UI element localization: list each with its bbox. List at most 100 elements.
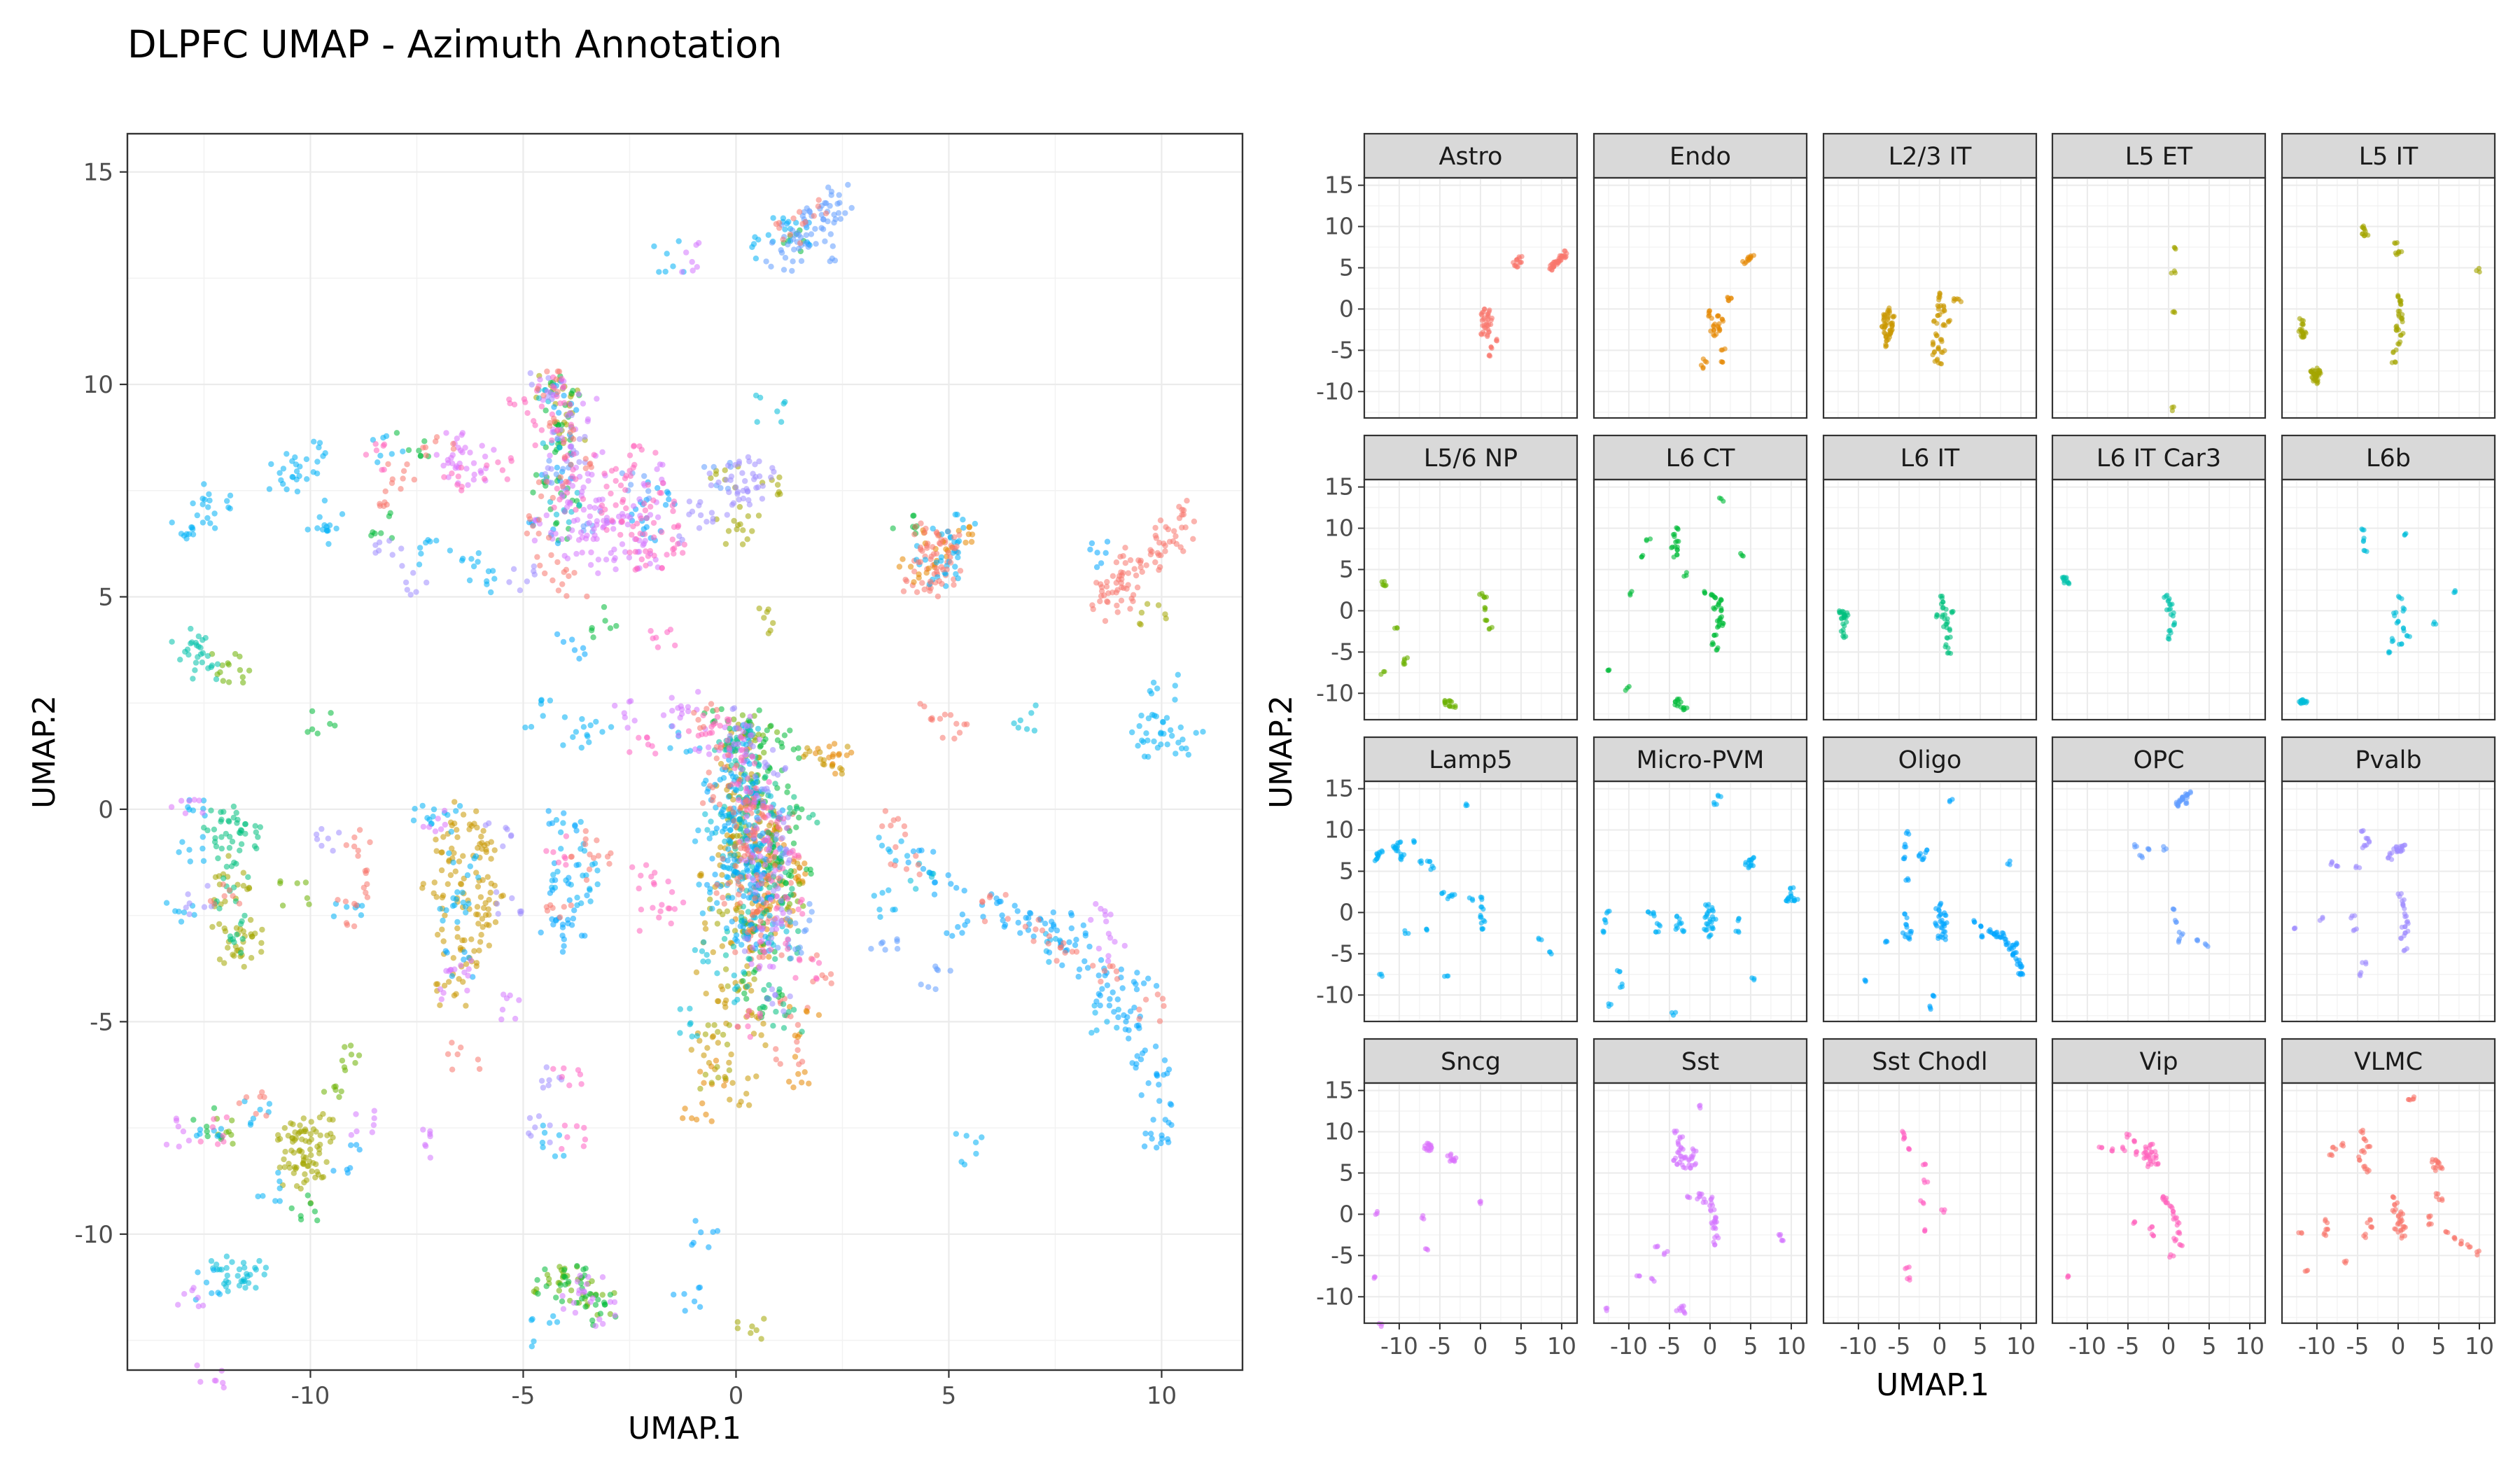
main-point: [1105, 590, 1111, 596]
main-point: [231, 815, 237, 821]
main-point: [569, 636, 575, 642]
main-point: [1088, 917, 1093, 923]
main-point: [731, 810, 736, 816]
main-point: [749, 753, 755, 759]
main-point: [845, 744, 850, 749]
main-point: [410, 570, 416, 575]
main-point: [488, 589, 493, 595]
main-point: [736, 817, 742, 823]
main-point: [209, 924, 215, 930]
main-point: [1054, 928, 1060, 933]
main-point: [676, 238, 682, 244]
main-point: [1200, 729, 1205, 734]
main-point: [706, 751, 712, 757]
main-point: [188, 641, 193, 646]
main-point: [608, 851, 613, 856]
main-point: [895, 946, 900, 951]
main-point: [583, 837, 589, 842]
facet-point: [1745, 256, 1750, 261]
main-point: [1051, 909, 1056, 915]
main-point: [783, 765, 788, 771]
main-point: [595, 1297, 601, 1302]
main-point: [544, 1064, 550, 1070]
main-point: [529, 382, 535, 387]
main-point: [1028, 710, 1034, 715]
main-point: [972, 521, 978, 526]
main-point: [904, 578, 909, 584]
main-point: [1003, 892, 1009, 898]
main-point: [566, 519, 572, 525]
main-point: [704, 519, 709, 524]
main-point: [951, 582, 956, 587]
main-point: [258, 940, 264, 946]
main-point: [736, 725, 741, 731]
main-point: [536, 480, 542, 485]
main-x-axis-title: UMAP.1: [628, 1411, 741, 1446]
main-point: [1114, 1025, 1119, 1031]
main-point: [259, 1089, 265, 1095]
main-point: [241, 870, 246, 876]
main-point: [408, 592, 414, 597]
main-point: [736, 891, 741, 897]
main-point: [476, 948, 482, 954]
main-point: [377, 503, 383, 508]
main-point: [344, 1167, 350, 1173]
main-point: [517, 587, 523, 593]
main-point: [655, 515, 661, 520]
main-point: [715, 1029, 720, 1035]
facet-point: [1450, 892, 1455, 897]
main-point: [491, 576, 497, 582]
main-point: [736, 797, 741, 803]
main-point: [535, 1291, 540, 1297]
facet-y-tick-label: -10: [1316, 377, 1354, 405]
main-point: [239, 919, 244, 924]
main-point: [1082, 958, 1087, 964]
main-point: [559, 376, 564, 382]
main-point: [1096, 972, 1102, 978]
main-point: [973, 1151, 979, 1157]
main-point: [752, 895, 757, 901]
main-point: [535, 386, 540, 391]
main-point: [930, 526, 936, 531]
main-point: [411, 818, 416, 823]
facet-y-tick-label: 10: [1324, 515, 1354, 542]
main-point: [762, 774, 768, 779]
main-point: [448, 872, 454, 878]
main-point: [746, 454, 751, 460]
main-point: [471, 460, 477, 466]
facet-point: [1448, 699, 1452, 704]
main-point: [438, 826, 444, 832]
main-point: [302, 1171, 307, 1177]
main-point: [760, 947, 765, 953]
main-point: [777, 491, 783, 496]
main-point: [768, 947, 774, 952]
main-point: [210, 1124, 216, 1130]
main-point: [220, 881, 226, 887]
main-point: [234, 932, 239, 937]
main-point: [349, 1052, 354, 1057]
main-point: [533, 442, 538, 448]
facet-point: [1562, 255, 1567, 260]
main-point: [467, 449, 472, 455]
main-point: [890, 526, 896, 531]
main-point: [190, 501, 195, 506]
main-point: [590, 634, 596, 640]
main-point: [883, 808, 888, 814]
main-point: [547, 1140, 552, 1145]
main-point: [240, 680, 246, 685]
main-point: [248, 917, 253, 923]
facet-point: [1932, 350, 1937, 355]
main-point: [559, 1293, 565, 1299]
main-point: [785, 896, 790, 902]
main-point: [186, 847, 192, 853]
main-point: [439, 927, 444, 933]
main-point: [766, 954, 771, 960]
main-point: [709, 510, 715, 515]
facet-point: [2064, 575, 2069, 580]
main-point: [774, 906, 779, 912]
main-point: [704, 706, 709, 711]
main-point: [580, 645, 586, 651]
main-point: [927, 870, 932, 876]
main-point: [787, 805, 792, 811]
